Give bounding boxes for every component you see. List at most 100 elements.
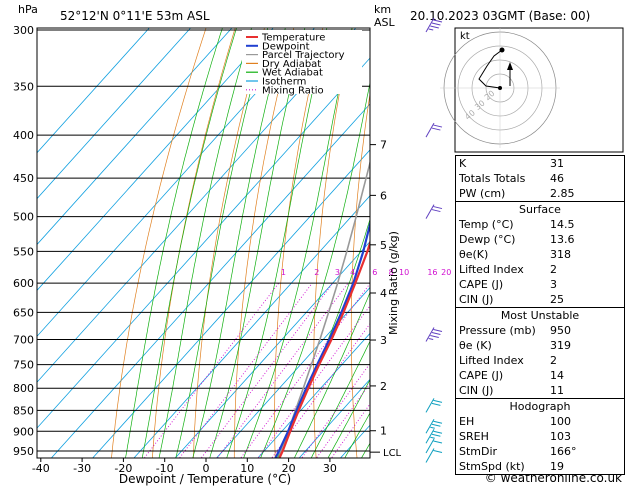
- index-row: Dewp (°C) 13.6: [456, 232, 624, 247]
- index-label: PW (cm): [459, 187, 506, 200]
- index-value: 318: [550, 248, 571, 261]
- km-tick-label: 2: [380, 380, 387, 393]
- wind-barb-feather: [431, 402, 441, 406]
- mixing-ratio-label: 2: [314, 268, 319, 277]
- index-row: StmDir 166°: [456, 444, 624, 459]
- surface-title: Surface: [519, 203, 561, 216]
- wet-adiabat-line: [327, 379, 370, 458]
- km-tick-label: 4: [380, 287, 387, 300]
- wind-barb-feather: [433, 206, 443, 210]
- wind-barb-feather: [431, 22, 441, 26]
- km-tick-label: 3: [380, 334, 387, 347]
- hodograph-trace: [478, 49, 503, 89]
- wind-barb: [425, 419, 443, 434]
- index-value: 319: [550, 339, 571, 352]
- hodograph-frame: [454, 27, 624, 153]
- wind-barb-feather: [433, 19, 443, 23]
- axes: 1234681016202530035040045050055060065070…: [13, 24, 465, 475]
- datetime-label: 20.10.2023 03GMT (Base: 00): [410, 9, 590, 23]
- index-label: θe(K): [459, 248, 489, 261]
- index-value: 100: [550, 415, 571, 428]
- wind-barb-feather: [433, 440, 443, 444]
- index-label: CAPE (J): [459, 369, 504, 382]
- isotherm-line: [37, 28, 274, 291]
- index-value: 950: [550, 324, 571, 337]
- wind-barb-staff: [425, 327, 435, 342]
- index-label: CAPE (J): [459, 278, 504, 291]
- mixing-ratio-axis-title: Mixing Ratio (g/kg): [387, 231, 400, 335]
- isotherm-line: [37, 28, 150, 154]
- index-row: K 31: [456, 156, 624, 171]
- wind-barb: [425, 438, 443, 454]
- index-value: 2: [550, 263, 557, 276]
- wet-adiabat-line: [293, 291, 370, 458]
- index-label: Pressure (mb): [459, 324, 536, 337]
- isotherm-line: [37, 28, 192, 200]
- index-label: Temp (°C): [459, 218, 514, 231]
- pressure-tick-label: 850: [13, 404, 34, 417]
- index-row: EH 100: [456, 414, 624, 429]
- pressure-tick-label: 550: [13, 245, 34, 258]
- index-row: θe (K) 319: [456, 338, 624, 353]
- index-row: CAPE (J) 14: [456, 368, 624, 383]
- hodograph-table-title: Hodograph: [509, 400, 571, 413]
- isotherm-line: [50, 103, 370, 458]
- index-value: 13.6: [550, 233, 575, 246]
- hodograph-unit-label: kt: [460, 31, 470, 42]
- index-row: CIN (J) 11: [456, 383, 624, 398]
- index-row: CAPE (J) 3: [456, 277, 624, 292]
- wet-adiabat-line: [125, 28, 223, 458]
- legend-entry-label: Parcel Trajectory: [262, 50, 345, 61]
- index-row: θe(K) 318: [456, 247, 624, 262]
- index-label: Lifted Index: [459, 354, 524, 367]
- wind-barb-feather: [431, 433, 441, 437]
- mixing-ratio-label: 6: [372, 268, 377, 277]
- pressure-tick-label: 350: [13, 80, 34, 93]
- index-row: PW (cm) 2.85: [456, 186, 624, 201]
- wind-barb-feather: [430, 334, 439, 338]
- isotherm-line: [257, 332, 370, 458]
- wind-barb-feather: [433, 420, 443, 424]
- index-value: 103: [550, 430, 571, 443]
- pressure-tick-label: 450: [13, 172, 34, 185]
- mixing-ratio-label: 8: [389, 268, 394, 277]
- km-tick-label: 6: [380, 189, 387, 202]
- index-value: 14: [550, 369, 564, 382]
- pressure-unit-label: hPa: [18, 3, 38, 16]
- x-tick-label: -20: [114, 462, 132, 475]
- x-tick-label: 0: [203, 462, 210, 475]
- pressure-tick-label: 500: [13, 211, 34, 224]
- index-label: CIN (J): [459, 293, 494, 306]
- index-label: K: [459, 157, 467, 170]
- wind-barb-staff: [425, 17, 435, 33]
- index-value: 166°: [550, 445, 577, 458]
- index-value: 14.5: [550, 218, 575, 231]
- index-label: Dewp (°C): [459, 233, 516, 246]
- index-label: StmSpd (kt): [459, 460, 525, 473]
- x-tick-label: 20: [282, 462, 296, 475]
- wind-barb-half-feather: [428, 28, 434, 31]
- wind-barb: [425, 122, 443, 138]
- index-label: CIN (J): [459, 384, 494, 397]
- lcl-label: LCL: [383, 448, 402, 459]
- wind-barb: [425, 448, 443, 463]
- x-tick-label: -30: [73, 462, 91, 475]
- mixing-ratio-label: 4: [350, 268, 355, 277]
- hodograph-endpoint: [499, 47, 505, 53]
- isotherm-line: [37, 28, 233, 246]
- pressure-tick-label: 700: [13, 333, 34, 346]
- x-axis-title: Dewpoint / Temperature (°C): [119, 472, 291, 486]
- dry-adiabat-line: [152, 28, 236, 458]
- wind-barb-staff: [425, 429, 435, 444]
- index-row: CIN (J) 25: [456, 292, 624, 307]
- mixing-ratio-label: 20: [441, 268, 451, 277]
- isotherm-line: [216, 286, 370, 458]
- index-row: StmSpd (kt) 19: [456, 459, 624, 474]
- pressure-tick-label: 750: [13, 359, 34, 372]
- index-value: 2.85: [550, 187, 575, 200]
- wind-barb-feather: [433, 124, 443, 128]
- index-value: 3: [550, 278, 557, 291]
- index-row: Lifted Index 2: [456, 353, 624, 368]
- location-label: 52°12'N 0°11'E 53m ASL: [60, 9, 210, 23]
